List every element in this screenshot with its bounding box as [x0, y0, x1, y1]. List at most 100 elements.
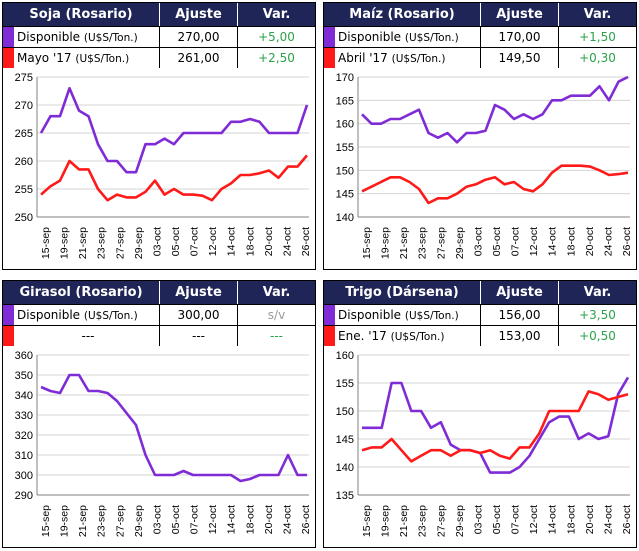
x-tick-label: 14-oct: [547, 505, 559, 534]
y-tick-label: 140: [336, 462, 354, 474]
row-ajuste: ---: [160, 326, 238, 346]
row-name: Disponible: [338, 308, 402, 322]
y-tick-label: 340: [15, 390, 33, 402]
series-line-futuro: [361, 390, 629, 463]
series-swatch: [324, 305, 335, 325]
var-header: Var.: [262, 285, 291, 300]
series-swatch: [3, 27, 14, 47]
x-tick-label: 23-sep: [96, 505, 108, 537]
x-tick-label: 27-sep: [114, 227, 126, 259]
series-line-disponible: [40, 373, 307, 483]
x-tick-label: 24-oct: [281, 505, 293, 534]
x-tick-label: 14-oct: [226, 227, 238, 256]
row-label: Mayo '17 (U$S/Ton.): [14, 48, 160, 68]
y-tick-label: 150: [336, 165, 354, 177]
row-label: Abril '17 (U$S/Ton.): [335, 48, 481, 68]
y-tick-label: 265: [15, 128, 33, 140]
y-tick-label: 320: [15, 430, 33, 442]
x-tick-label: 23-sep: [417, 227, 429, 259]
x-tick-label: 23-sep: [417, 505, 429, 537]
x-tick-label: 19-sep: [59, 227, 71, 259]
x-tick-label: 18-oct: [244, 505, 256, 534]
x-tick-label: 27-sep: [435, 227, 447, 259]
y-tick-label: 155: [336, 142, 354, 154]
x-tick-label: 14-oct: [226, 505, 238, 534]
row-var: s/v: [267, 308, 286, 322]
x-tick-label: 12-oct: [528, 505, 540, 534]
x-tick-label: 12-oct: [528, 227, 540, 256]
x-tick-label: 15-sep: [361, 227, 373, 259]
y-tick-label: 140: [336, 212, 354, 224]
row-var: ---: [270, 329, 283, 343]
y-tick-label: 310: [15, 450, 33, 462]
panel-trigo: Trigo (Dársena) Ajuste Var. Disponible (…: [323, 280, 637, 548]
x-tick-label: 20-oct: [263, 227, 275, 256]
y-tick-label: 330: [15, 410, 33, 422]
commodity-title: Trigo (Dársena): [324, 281, 481, 304]
row-unit: (U$S/Ton.): [404, 32, 459, 44]
x-tick-label: 29-sep: [454, 227, 466, 259]
x-tick-label: 12-oct: [207, 227, 219, 256]
panel-girasol: Girasol (Rosario) Ajuste Var. Disponible…: [2, 280, 316, 548]
x-tick-label: 26-oct: [621, 505, 633, 534]
table-header: Trigo (Dársena) Ajuste Var.: [324, 281, 636, 304]
y-tick-label: 255: [15, 184, 33, 196]
row-name: Disponible: [17, 30, 81, 44]
ajuste-header: Ajuste: [160, 281, 238, 304]
series-swatch: [3, 326, 14, 346]
row-ajuste: 170,00: [481, 27, 559, 47]
row-name: ---: [81, 329, 95, 343]
y-tick-label: 145: [336, 434, 354, 446]
row-ajuste: 156,00: [481, 305, 559, 325]
x-tick-label: 05-oct: [170, 227, 182, 256]
x-tick-label: 15-sep: [361, 505, 373, 537]
y-tick-label: 260: [15, 156, 33, 168]
row-var: +0,50: [579, 329, 616, 343]
x-tick-label: 29-sep: [133, 227, 145, 259]
row-unit: (U$S/Ton.): [391, 53, 446, 65]
y-tick-label: 170: [336, 72, 354, 84]
y-tick-label: 155: [336, 378, 354, 390]
table-row: Abril '17 (U$S/Ton.) 149,50 +0,30: [324, 47, 636, 68]
row-label: Disponible (U$S/Ton.): [335, 27, 481, 47]
row-ajuste: 153,00: [481, 326, 559, 346]
y-tick-label: 290: [15, 490, 33, 502]
x-tick-label: 07-oct: [189, 227, 201, 256]
series-swatch: [324, 48, 335, 68]
line-chart-trigo: 135 140 145 150 155 160 15-sep 19-sep 21-sep 23-s…: [336, 350, 633, 537]
row-name: Ene. '17: [338, 329, 387, 343]
panel-soja: Soja (Rosario) Ajuste Var. Disponible (U…: [2, 2, 316, 270]
var-header: Var.: [262, 7, 291, 22]
x-tick-label: 19-sep: [380, 505, 392, 537]
commodity-title: Maíz (Rosario): [324, 3, 481, 26]
row-unit: (U$S/Ton.): [404, 310, 459, 322]
x-tick-label: 15-sep: [40, 227, 52, 259]
commodity-title: Soja (Rosario): [3, 3, 160, 26]
row-var: +5,00: [258, 30, 295, 44]
row-unit: (U$S/Ton.): [75, 53, 130, 65]
row-name: Abril '17: [338, 51, 388, 65]
var-header: Var.: [583, 285, 612, 300]
table-row: Disponible (U$S/Ton.) 156,00 +3,50: [324, 304, 636, 325]
x-tick-label: 19-sep: [59, 505, 71, 537]
row-label: Disponible (U$S/Ton.): [14, 27, 160, 47]
x-tick-label: 26-oct: [300, 505, 312, 534]
ajuste-header: Ajuste: [160, 3, 238, 26]
x-tick-label: 05-oct: [170, 505, 182, 534]
x-tick-label: 15-sep: [40, 505, 52, 537]
x-tick-label: 27-sep: [435, 505, 447, 537]
ajuste-header: Ajuste: [481, 3, 559, 26]
x-tick-label: 24-oct: [281, 227, 293, 256]
x-tick-label: 26-oct: [621, 227, 633, 256]
x-tick-label: 20-oct: [584, 505, 596, 534]
y-tick-label: 150: [336, 406, 354, 418]
series-line-futuro: [40, 154, 308, 202]
line-chart-soja: 250 255 260 265 270 275 15-sep 19-sep 21-sep 23-s…: [15, 72, 312, 259]
row-name: Disponible: [17, 308, 81, 322]
row-ajuste: 149,50: [481, 48, 559, 68]
series-swatch: [324, 326, 335, 346]
x-tick-label: 07-oct: [510, 505, 522, 534]
x-tick-label: 27-sep: [114, 505, 126, 537]
row-name: Disponible: [338, 30, 402, 44]
table-header: Maíz (Rosario) Ajuste Var.: [324, 3, 636, 26]
